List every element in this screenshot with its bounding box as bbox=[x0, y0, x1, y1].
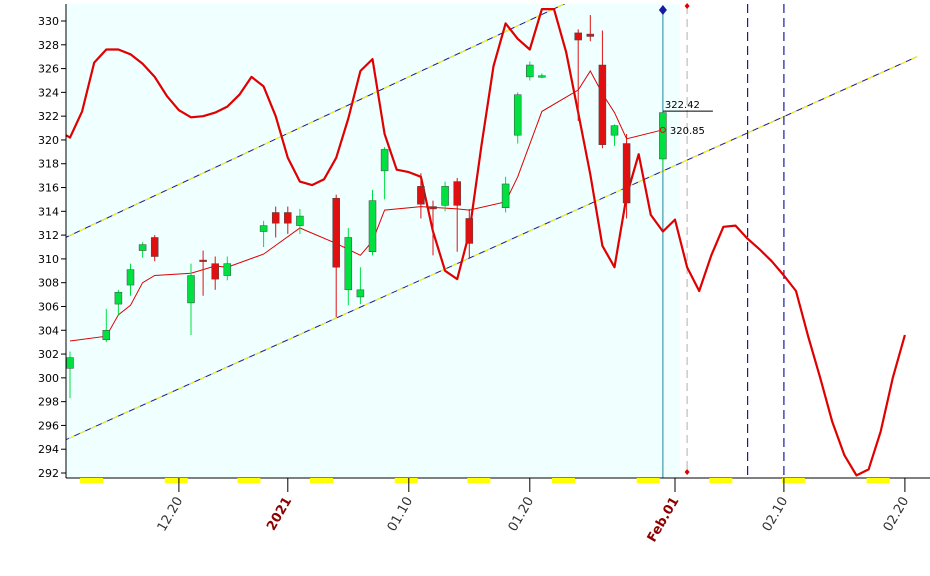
candle-body-22 bbox=[453, 181, 461, 206]
candle-body-2 bbox=[114, 291, 123, 305]
x-axis-band-7 bbox=[636, 478, 660, 483]
last-close-label: 320.85 bbox=[670, 126, 705, 137]
x-tick-label-01.20: 01.20 bbox=[506, 495, 538, 535]
candle-body-30 bbox=[598, 64, 607, 145]
x-axis-band-10 bbox=[866, 478, 890, 483]
candle-body-12 bbox=[284, 212, 292, 224]
candle-body-4 bbox=[138, 244, 147, 251]
channel-line-upper-dash bbox=[66, 4, 566, 238]
candle-body-9 bbox=[223, 263, 232, 276]
x-axis-band-5 bbox=[467, 478, 491, 483]
candle-body-14 bbox=[332, 197, 340, 268]
candle-body-0 bbox=[66, 357, 74, 369]
y-tick-label-298: 298 bbox=[38, 396, 59, 409]
y-tick-label-330: 330 bbox=[38, 15, 59, 28]
candle-body-13 bbox=[296, 215, 304, 226]
last-bar-diamond-icon bbox=[658, 5, 667, 15]
y-tick-label-296: 296 bbox=[38, 419, 59, 432]
last-close-marker-icon bbox=[659, 126, 666, 133]
x-tick-label-12.20: 12.20 bbox=[155, 495, 187, 535]
y-tick-label-316: 316 bbox=[38, 182, 59, 195]
y-tick-label-300: 300 bbox=[38, 372, 59, 385]
candle-body-33 bbox=[659, 112, 667, 160]
candle-body-8 bbox=[211, 263, 219, 280]
candle-body-1 bbox=[102, 330, 111, 341]
x-axis-band-6 bbox=[552, 478, 575, 483]
y-tick-label-326: 326 bbox=[38, 63, 59, 76]
candle-body-17 bbox=[368, 200, 377, 253]
candle-body-28 bbox=[574, 32, 582, 41]
candle-body-19 bbox=[417, 186, 425, 205]
y-tick-label-324: 324 bbox=[38, 86, 59, 99]
candle-body-20 bbox=[429, 206, 437, 210]
forecast-top-marker-icon bbox=[684, 3, 690, 9]
candle-body-24 bbox=[501, 183, 510, 208]
x-tick-label-2021: 2021 bbox=[264, 495, 295, 534]
x-axis-band-1 bbox=[164, 478, 188, 483]
y-tick-label-306: 306 bbox=[38, 300, 59, 313]
x-tick-label-02.20: 02.20 bbox=[881, 495, 913, 535]
candle-body-15 bbox=[344, 237, 353, 291]
y-tick-label-302: 302 bbox=[38, 348, 59, 361]
y-tick-label-328: 328 bbox=[38, 39, 59, 52]
x-axis-band-9 bbox=[781, 478, 805, 483]
candle-body-29 bbox=[586, 33, 595, 37]
forecast-bottom-marker-icon bbox=[684, 469, 690, 475]
x-tick-label-01.10: 01.10 bbox=[385, 495, 417, 535]
candle-body-16 bbox=[356, 289, 365, 298]
cycle-curve-line bbox=[66, 8, 906, 477]
channel-line-lower-dash bbox=[66, 56, 918, 441]
x-axis-band-2 bbox=[237, 478, 261, 483]
candle-body-27 bbox=[538, 75, 546, 78]
x-axis-band-8 bbox=[709, 478, 733, 483]
candle-body-32 bbox=[622, 143, 631, 204]
y-tick-label-304: 304 bbox=[38, 324, 59, 337]
candle-body-10 bbox=[259, 225, 268, 232]
x-axis-band-4 bbox=[394, 478, 418, 483]
y-tick-label-322: 322 bbox=[38, 110, 59, 123]
candle-body-21 bbox=[441, 186, 449, 206]
candle-body-11 bbox=[271, 212, 280, 224]
y-tick-label-314: 314 bbox=[38, 205, 59, 218]
candle-body-23 bbox=[465, 218, 474, 244]
y-tick-label-320: 320 bbox=[38, 134, 59, 147]
candle-body-5 bbox=[150, 237, 159, 257]
x-tick-label-02.10: 02.10 bbox=[760, 495, 792, 535]
y-tick-label-312: 312 bbox=[38, 229, 59, 242]
candle-body-26 bbox=[526, 64, 534, 78]
y-tick-label-292: 292 bbox=[38, 467, 59, 480]
candle-body-7 bbox=[199, 259, 207, 262]
candle-body-18 bbox=[380, 149, 389, 172]
candle-body-25 bbox=[513, 94, 522, 136]
candle-body-6 bbox=[187, 275, 195, 304]
last-high-label: 322.42 bbox=[665, 100, 700, 111]
x-tick-label-Feb.01: Feb.01 bbox=[645, 495, 683, 545]
y-tick-label-308: 308 bbox=[38, 277, 59, 290]
y-tick-label-318: 318 bbox=[38, 158, 59, 171]
candle-body-3 bbox=[126, 269, 135, 286]
x-axis-band-3 bbox=[310, 478, 333, 483]
candle-body-31 bbox=[610, 125, 619, 136]
x-axis-band-0 bbox=[80, 478, 104, 483]
y-tick-label-294: 294 bbox=[38, 443, 59, 456]
y-tick-label-310: 310 bbox=[38, 253, 59, 266]
